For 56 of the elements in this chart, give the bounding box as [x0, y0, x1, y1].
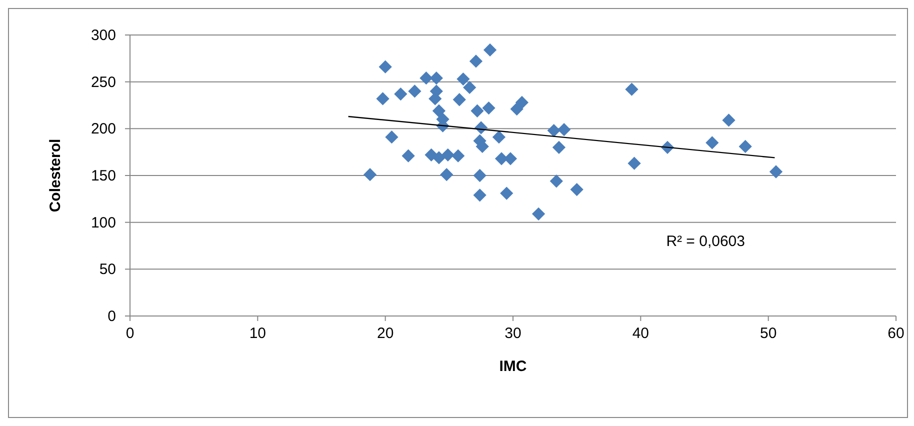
point: [440, 168, 454, 182]
y-axis-title: Colesterol: [47, 138, 64, 212]
point: [376, 92, 390, 106]
point: [628, 156, 641, 170]
y-tick-label: 100: [90, 214, 116, 232]
point: [473, 188, 486, 202]
point: [456, 72, 470, 86]
annotation: R² = 0,0603: [666, 232, 746, 250]
point: [706, 136, 719, 150]
point: [432, 104, 446, 118]
y-tick-label: 50: [99, 261, 116, 278]
point: [473, 168, 486, 182]
y-tick-label: 300: [90, 27, 116, 44]
point: [420, 72, 433, 85]
point: [469, 54, 483, 68]
point: [432, 151, 446, 164]
point: [470, 104, 484, 118]
point: [625, 82, 638, 96]
x-tick-label: 60: [888, 325, 904, 342]
x-tick-label: 30: [504, 325, 522, 342]
point: [452, 149, 465, 162]
point: [550, 174, 563, 188]
y-tick-label: 200: [90, 120, 116, 138]
point: [570, 182, 584, 196]
point: [408, 84, 422, 98]
point: [378, 60, 392, 74]
y-tick-label: 150: [90, 168, 116, 184]
point: [515, 96, 529, 110]
point: [402, 149, 415, 162]
y-tick-label: 0: [108, 308, 116, 325]
point: [363, 168, 377, 182]
point: [483, 43, 497, 57]
point: [738, 140, 752, 154]
point: [552, 140, 566, 154]
point: [463, 80, 476, 94]
point: [500, 186, 514, 200]
x-tick-label: 20: [376, 325, 394, 342]
point: [452, 93, 466, 106]
x-tick-label: 0: [126, 325, 134, 342]
point: [558, 123, 571, 136]
point: [482, 101, 496, 115]
point: [428, 92, 442, 106]
point: [769, 165, 783, 178]
point: [532, 207, 546, 220]
point: [492, 130, 506, 144]
x-tick-label: 10: [249, 325, 266, 342]
x-tick-label: 50: [760, 325, 777, 342]
x-tick-label: 40: [632, 325, 650, 342]
x-axis-title: IMC: [499, 358, 527, 375]
point: [394, 87, 408, 101]
point: [441, 148, 454, 162]
point: [430, 72, 443, 85]
point: [722, 114, 736, 127]
y-tick-label: 250: [90, 74, 116, 91]
point: [547, 124, 560, 138]
point: [385, 130, 398, 144]
